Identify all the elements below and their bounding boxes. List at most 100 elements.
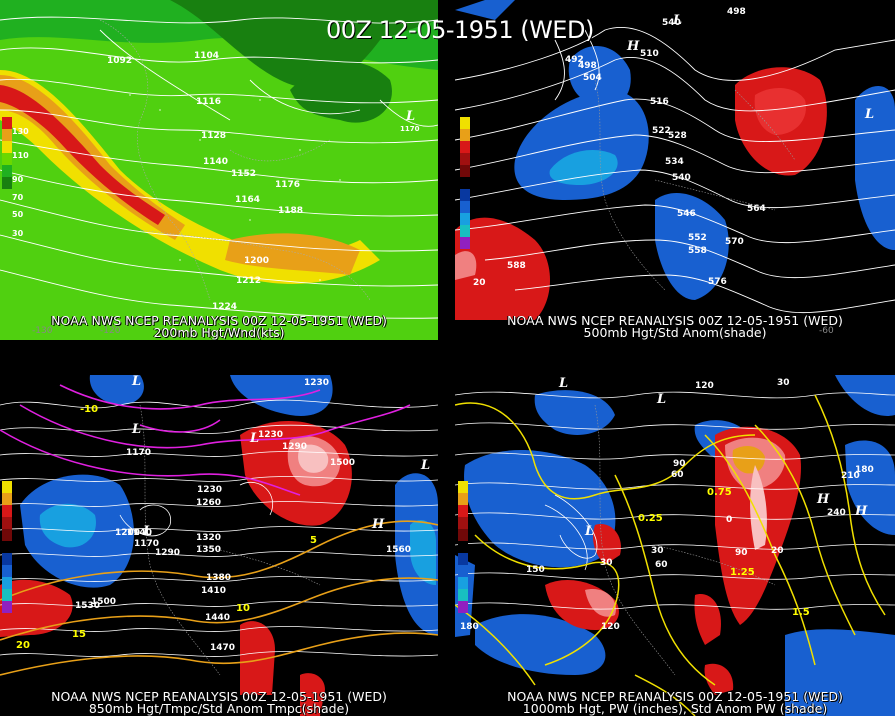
map-200mb: 1092 1104 1116 1128 1140 1152 1164 1176 … bbox=[0, 0, 438, 340]
contour-label: 1176 bbox=[275, 180, 300, 190]
contour-label: 540 bbox=[672, 173, 691, 183]
contour-label: 1092 bbox=[107, 56, 132, 66]
contour-label: 1170 bbox=[134, 539, 159, 549]
contour-label: 1188 bbox=[278, 206, 303, 216]
contour-label: 1230 bbox=[258, 430, 283, 440]
map-500mb: 498 492 498 504 510 540 516 522 528 534 … bbox=[455, 0, 895, 340]
scale-label: 130 bbox=[12, 127, 29, 136]
anomaly-color-scale bbox=[2, 481, 12, 613]
high-marker: H bbox=[816, 492, 830, 507]
lon-label: -120 bbox=[100, 326, 121, 336]
contour-label: 1290 bbox=[155, 548, 180, 558]
contour-label: 1230 bbox=[197, 485, 222, 495]
contour-label: 1164 bbox=[235, 195, 260, 205]
low-marker: L bbox=[584, 524, 594, 539]
contour-label: 1200 bbox=[115, 528, 140, 538]
scale-label: 110 bbox=[12, 151, 29, 160]
low-marker: L bbox=[420, 458, 430, 473]
contour-label: 492 bbox=[565, 55, 584, 65]
contour-label: 0 bbox=[726, 515, 732, 525]
low-marker: L bbox=[656, 392, 666, 407]
contour-label: 1260 bbox=[196, 498, 221, 508]
contour-label: 570 bbox=[725, 237, 744, 247]
contour-label: 1320 bbox=[196, 533, 221, 543]
contour-label: 60 bbox=[655, 560, 668, 570]
contour-label: 1380 bbox=[206, 573, 231, 583]
high-marker: H bbox=[626, 39, 640, 54]
contour-label: 1212 bbox=[236, 276, 261, 286]
panel-850mb-temp: 1230 1170 1290 1230 1260 1230 1200 1140 … bbox=[0, 375, 438, 716]
temp-label: -10 bbox=[80, 404, 98, 415]
wind-color-scale bbox=[2, 117, 12, 189]
high-marker: H bbox=[371, 517, 385, 532]
temp-label: 15 bbox=[72, 629, 86, 640]
panel-500mb-anomaly: 498 492 498 504 510 540 516 522 528 534 … bbox=[455, 0, 895, 340]
contour-label: 534 bbox=[665, 157, 684, 167]
contour-label: 1350 bbox=[196, 545, 221, 555]
low-marker: L bbox=[142, 524, 152, 539]
contour-label: 1500 bbox=[330, 458, 355, 468]
panel-caption-line2: 850mb Hgt/Tmpc/Std Anom Tmpc(shade) bbox=[88, 701, 350, 716]
low-marker: L bbox=[131, 375, 141, 389]
contour-label: 90 bbox=[735, 548, 748, 558]
contour-label: 588 bbox=[507, 261, 526, 271]
lon-label: -130 bbox=[32, 326, 53, 336]
contour-label: 30 bbox=[600, 558, 613, 568]
main-title: 00Z 12-05-1951 (WED) bbox=[326, 16, 594, 44]
contour-label: 180 bbox=[460, 622, 479, 632]
contour-label: 498 bbox=[578, 61, 597, 71]
panel-1000mb-pw: 120 30 90 60 30 0 150 0.25 30 60 90 180 … bbox=[455, 375, 895, 716]
scale-label: 90 bbox=[12, 175, 24, 184]
contour-label: 120 bbox=[695, 381, 714, 391]
panel-caption-line1: NOAA NWS NCEP REANALYSIS 00Z 12-05-1951 … bbox=[507, 689, 843, 704]
scale-label: 30 bbox=[12, 229, 24, 238]
pw-label: 1.5 bbox=[792, 607, 810, 618]
low-marker: L bbox=[131, 422, 141, 437]
contour-label: 1530 bbox=[75, 601, 100, 611]
contour-label: 20 bbox=[771, 546, 784, 556]
contour-label: 1290 bbox=[282, 442, 307, 452]
panel-caption-line1: NOAA NWS NCEP REANALYSIS 00Z 12-05-1951 … bbox=[51, 689, 387, 704]
contour-label: 30 bbox=[777, 378, 790, 388]
contour-label: 504 bbox=[583, 73, 602, 83]
temp-label: 10 bbox=[236, 603, 250, 614]
contour-label: 576 bbox=[708, 277, 727, 287]
contour-label: 516 bbox=[650, 97, 669, 107]
panel-caption-line2: 1000mb Hgt, PW (inches), Std Anom PW (sh… bbox=[522, 701, 828, 716]
contour-label: 1140 bbox=[203, 157, 228, 167]
contour-label: 1170 bbox=[126, 448, 151, 458]
contour-label: 1200 bbox=[244, 256, 269, 266]
contour-label: 1560 bbox=[386, 545, 411, 555]
contour-label: 1230 bbox=[304, 378, 329, 388]
contour-label: 1152 bbox=[231, 169, 256, 179]
contour-label: 528 bbox=[668, 131, 687, 141]
pw-label: 0.75 bbox=[707, 487, 732, 498]
contour-label: 60 bbox=[671, 470, 684, 480]
map-1000mb: 120 30 90 60 30 0 150 0.25 30 60 90 180 … bbox=[455, 375, 895, 716]
low-value: 1170 bbox=[400, 125, 420, 133]
panel-caption-line1: NOAA NWS NCEP REANALYSIS 00Z 12-05-1951 … bbox=[51, 313, 387, 328]
panel-caption-line2: 200mb Hgt/Wnd(kts) bbox=[153, 325, 285, 340]
low-marker: L bbox=[249, 431, 259, 446]
contour-label: 558 bbox=[688, 246, 707, 256]
scale-label: 70 bbox=[12, 193, 24, 202]
high-marker: H bbox=[854, 504, 868, 519]
contour-label: 30 bbox=[651, 546, 664, 556]
low-marker: L bbox=[405, 109, 415, 124]
pw-label: 0.25 bbox=[638, 513, 663, 524]
contour-label: 1410 bbox=[201, 586, 226, 596]
contour-label: 1440 bbox=[205, 613, 230, 623]
contour-label: 210 bbox=[841, 471, 860, 481]
anomaly-color-scale bbox=[460, 117, 470, 249]
low-marker: L bbox=[558, 376, 568, 391]
temp-label: 20 bbox=[16, 640, 30, 651]
contour-label: 1128 bbox=[201, 131, 226, 141]
low-marker: L bbox=[672, 13, 682, 28]
contour-label: 510 bbox=[640, 49, 659, 59]
contour-label: 546 bbox=[677, 209, 696, 219]
contour-label: 1140 bbox=[127, 528, 152, 538]
contour-label: 150 bbox=[526, 565, 545, 575]
contour-label: 522 bbox=[652, 126, 671, 136]
contour-label: 180 bbox=[855, 465, 874, 475]
contour-label: 1104 bbox=[194, 51, 219, 61]
